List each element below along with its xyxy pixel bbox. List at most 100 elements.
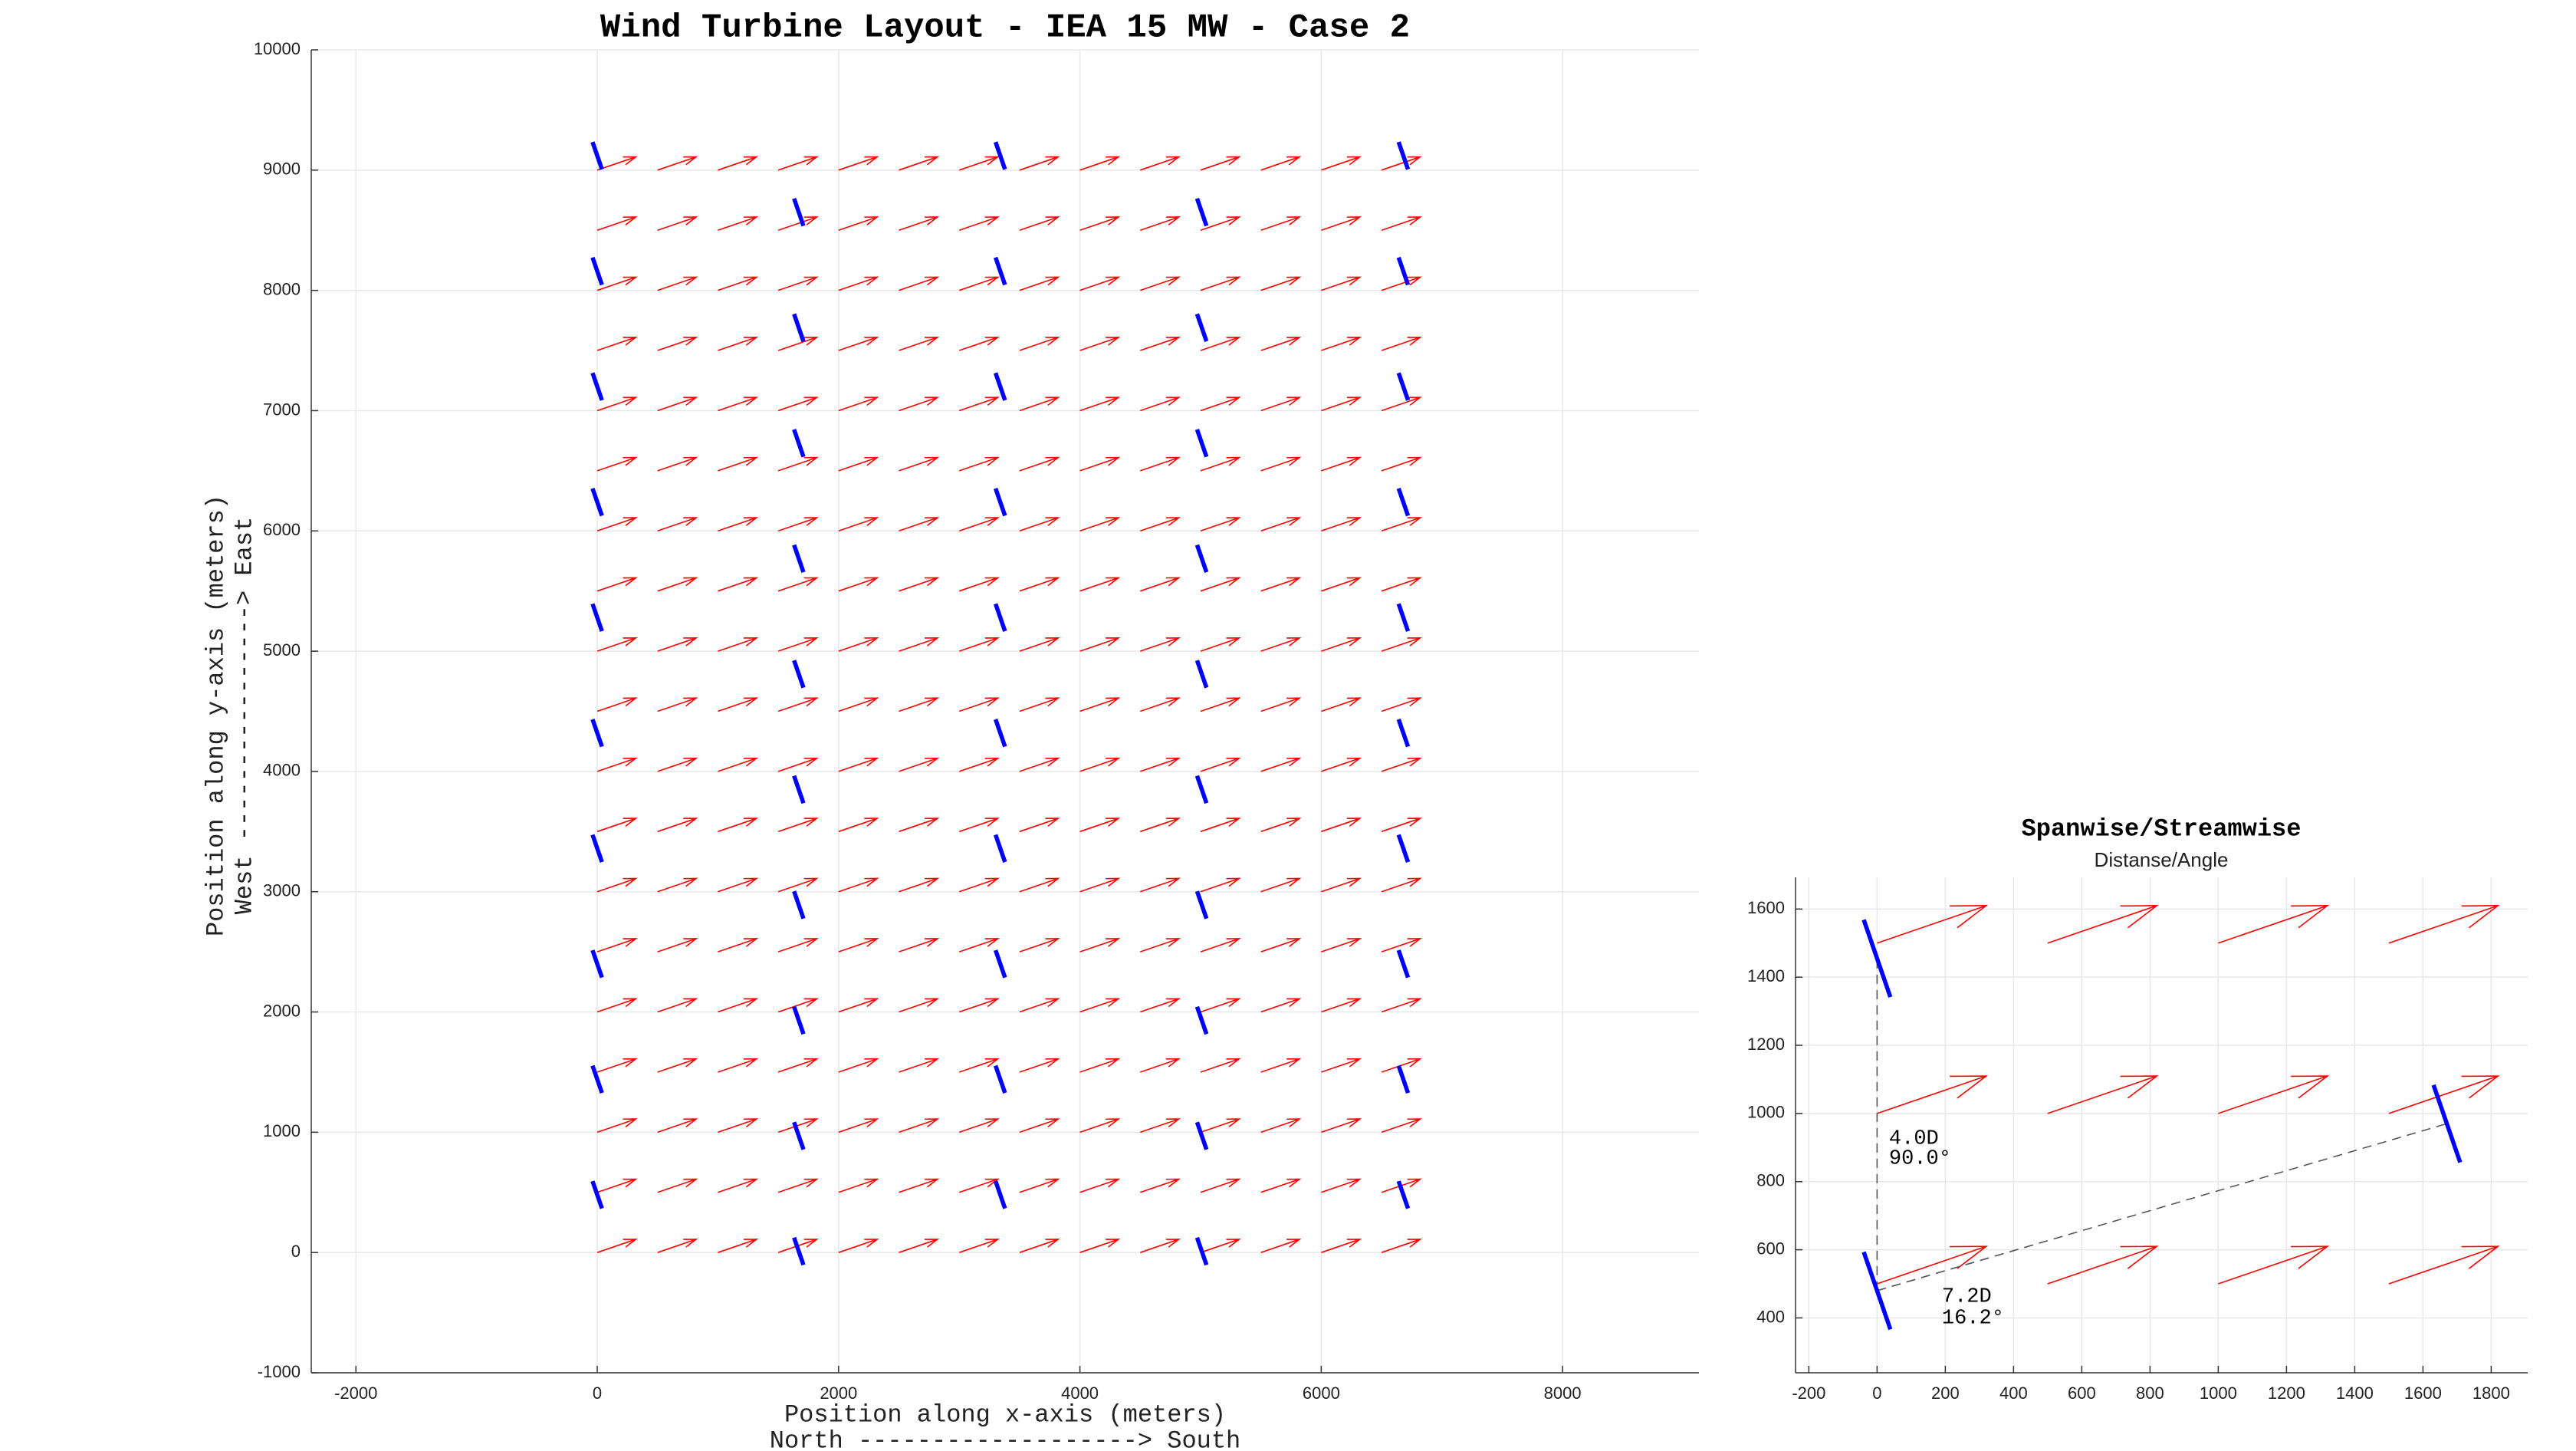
wind-arrow <box>1260 818 1302 833</box>
wind-arrow <box>899 818 940 833</box>
x-tick-label: 800 <box>2136 1384 2164 1403</box>
turbine-rotor <box>590 834 604 863</box>
wind-arrow <box>596 697 638 712</box>
wind-arrow <box>1381 456 1422 472</box>
turbine-rotor <box>590 487 604 517</box>
turbine-rotor <box>590 1180 604 1209</box>
annotation: 16.2° <box>1942 1308 2004 1331</box>
x-tick-label: 1400 <box>2336 1384 2374 1403</box>
wind-arrow <box>838 156 879 171</box>
turbine-rotor <box>1861 919 1893 999</box>
y-tick-label: 1000 <box>263 1121 301 1140</box>
wind-arrow <box>899 1118 940 1133</box>
wind-arrow <box>958 156 1000 171</box>
wind-arrow <box>2218 905 2330 944</box>
wind-arrow <box>1321 336 1362 351</box>
turbine-rotor <box>792 1121 806 1150</box>
wind-arrow <box>1260 577 1302 592</box>
wind-arrow <box>2388 1245 2500 1285</box>
wind-arrow <box>777 577 819 592</box>
wind-arrow <box>657 577 698 592</box>
wind-arrow <box>1200 517 1241 532</box>
wind-arrow <box>1019 637 1060 652</box>
turbine-rotor <box>993 256 1007 286</box>
wind-arrow <box>958 938 1000 953</box>
x-axis-label: North -------------------> South <box>770 1426 1241 1451</box>
y-tick-label: 6000 <box>263 520 301 539</box>
wind-arrow <box>958 818 1000 833</box>
wind-arrow <box>958 998 1000 1013</box>
wind-arrow <box>777 818 819 833</box>
wind-arrow <box>1019 1239 1060 1253</box>
wind-arrow <box>1381 396 1422 412</box>
wind-arrow <box>1200 396 1241 412</box>
turbine-rotor <box>1396 719 1411 748</box>
turbine-rotor <box>590 1064 604 1094</box>
wind-arrow <box>718 1178 759 1193</box>
wind-arrow <box>596 456 638 472</box>
turbine-rotor <box>1194 198 1209 227</box>
wind-arrow <box>777 757 819 772</box>
wind-arrow <box>657 938 698 953</box>
wind-arrow <box>1381 276 1422 291</box>
wind-arrow <box>899 577 940 592</box>
wind-arrow <box>1140 577 1181 592</box>
wind-arrow <box>1381 517 1422 532</box>
y-tick-label: 800 <box>1756 1171 1785 1190</box>
wind-arrow <box>899 938 940 953</box>
wind-arrow <box>1019 1058 1060 1073</box>
turbine-rotor <box>993 949 1007 979</box>
wind-arrow <box>777 1178 819 1193</box>
turbine-rotor <box>1194 890 1209 920</box>
wind-arrow <box>899 637 940 652</box>
turbine-rotor <box>1396 487 1411 517</box>
wind-arrow <box>1200 637 1241 652</box>
x-tick-label: -200 <box>1792 1384 1825 1403</box>
y-tick-label: 5000 <box>263 640 301 660</box>
wind-arrow <box>1321 998 1362 1013</box>
wind-arrow <box>838 998 879 1013</box>
y-tick-label: 3000 <box>263 881 301 900</box>
wind-arrow <box>777 697 819 712</box>
wind-arrow <box>777 156 819 171</box>
wind-arrow <box>1321 1118 1362 1133</box>
wind-arrow <box>1321 276 1362 291</box>
turbine-rotor <box>1194 1236 1209 1266</box>
wind-arrow <box>718 276 759 291</box>
wind-arrow <box>1200 456 1241 472</box>
y-tick-label: 1400 <box>1747 966 1785 985</box>
wind-arrow <box>1381 818 1422 833</box>
wind-arrow <box>777 998 819 1013</box>
wind-arrow <box>718 336 759 351</box>
wind-arrow <box>1079 336 1121 351</box>
wind-arrow <box>718 1058 759 1073</box>
x-tick-label: 0 <box>1872 1384 1881 1403</box>
wind-arrow <box>899 1058 940 1073</box>
wind-arrow <box>1321 637 1362 652</box>
wind-arrow <box>1381 757 1422 772</box>
wind-arrow <box>1019 818 1060 833</box>
y-tick-label: 4000 <box>263 761 301 780</box>
wind-arrow <box>718 757 759 772</box>
wind-arrow <box>596 1118 638 1133</box>
wind-arrow <box>899 216 940 231</box>
y-tick-label: -1000 <box>258 1362 301 1381</box>
wind-arrow <box>657 396 698 412</box>
wind-arrow <box>1140 998 1181 1013</box>
wind-arrow <box>1079 456 1121 472</box>
wind-arrow <box>1200 1118 1241 1133</box>
wind-arrow <box>838 216 879 231</box>
wind-arrow <box>2218 1075 2330 1114</box>
wind-arrow <box>718 396 759 412</box>
wind-arrow <box>1381 1058 1422 1073</box>
wind-arrow <box>1321 938 1362 953</box>
turbine-rotor <box>993 1064 1007 1094</box>
turbine-rotor <box>993 141 1007 170</box>
x-tick-label: 200 <box>1931 1384 1960 1403</box>
wind-arrow <box>838 456 879 472</box>
wind-arrow <box>1079 1178 1121 1193</box>
wind-arrow <box>1140 156 1181 171</box>
wind-arrow <box>1079 1118 1121 1133</box>
wind-arrow <box>1079 1058 1121 1073</box>
wind-arrow <box>1019 577 1060 592</box>
